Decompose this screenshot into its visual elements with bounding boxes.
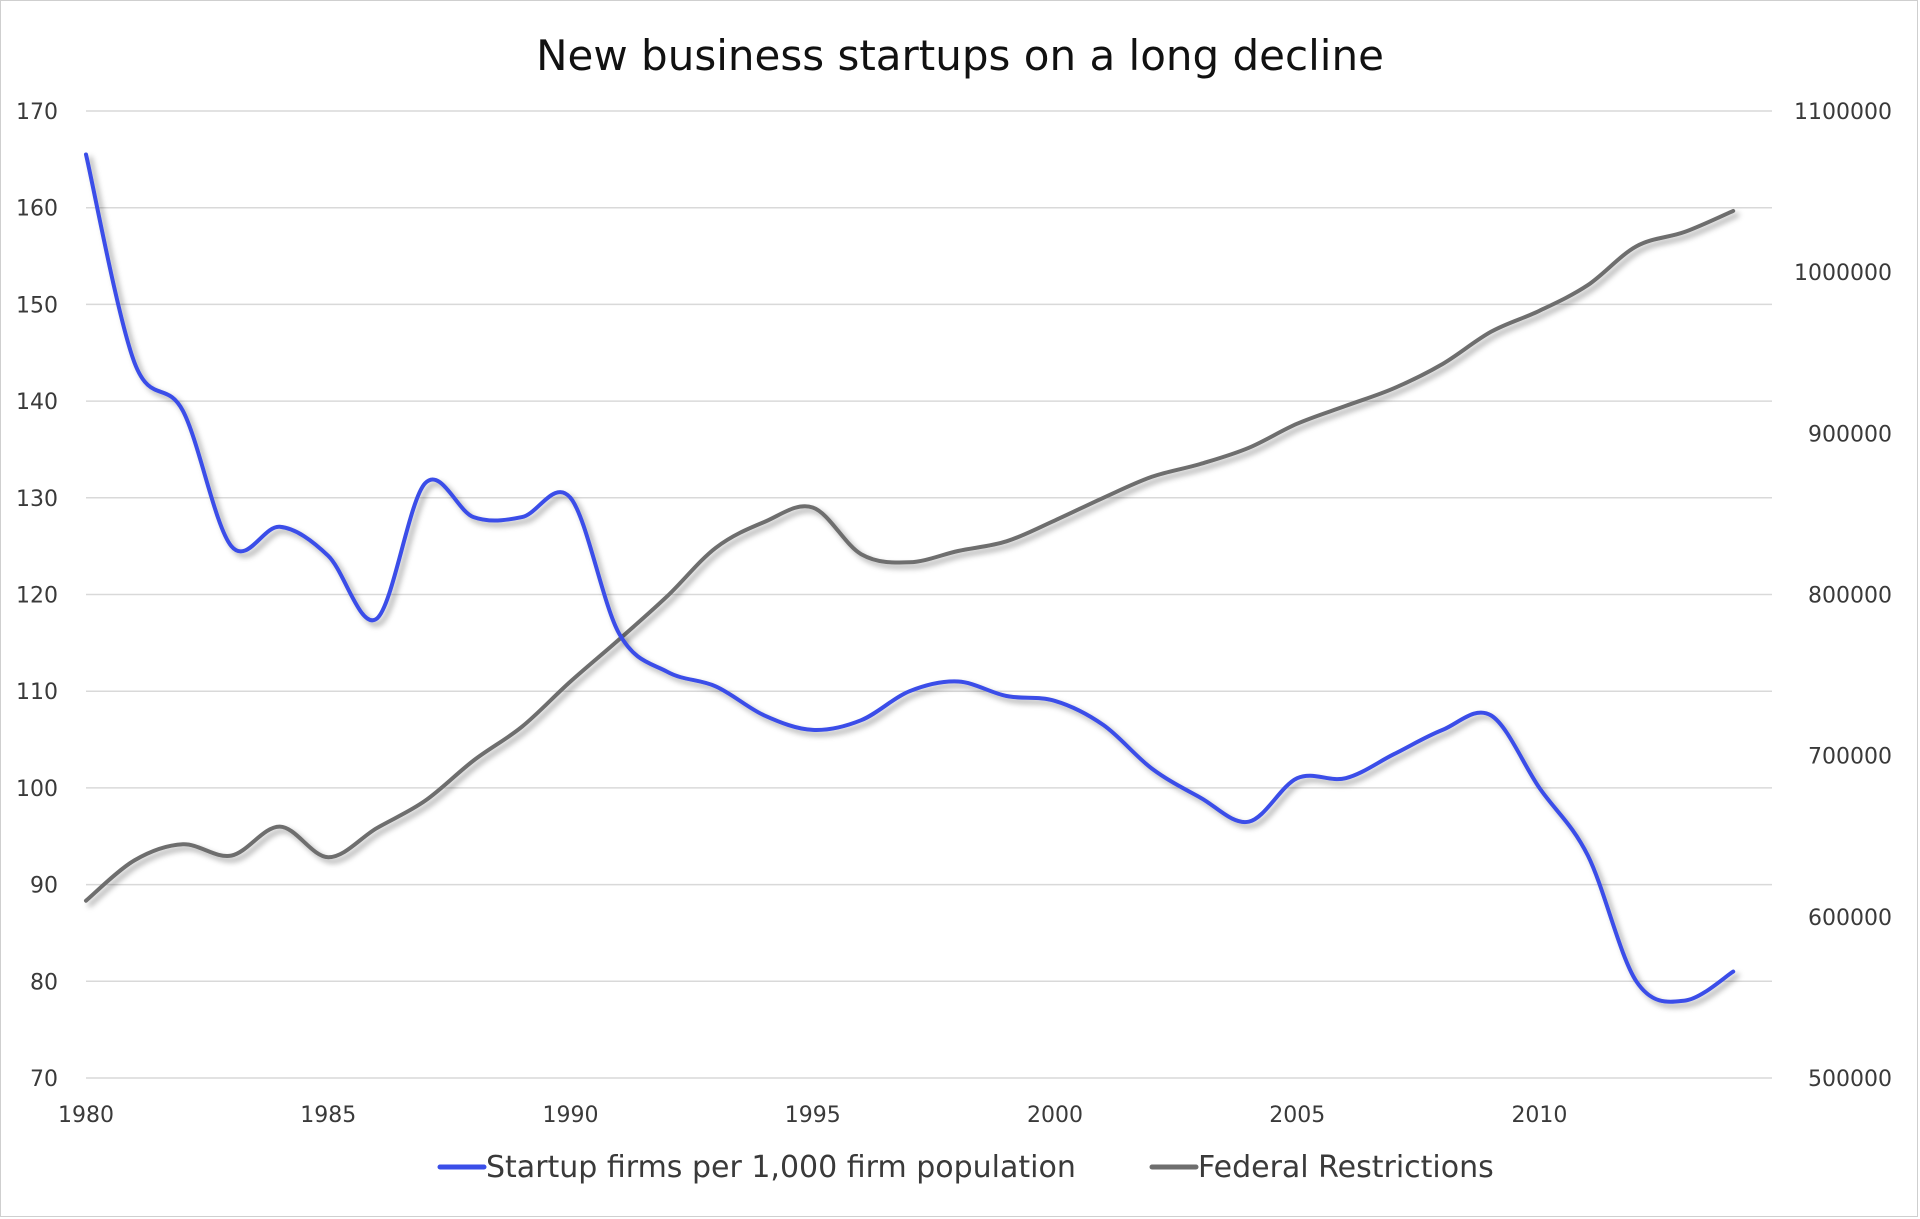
startup-firms-line — [84, 152, 1736, 1004]
left-tick-label: 150 — [16, 293, 58, 318]
right-tick-label: 1100000 — [1794, 100, 1892, 125]
x-tick-label: 2005 — [1269, 1103, 1325, 1128]
legend-label: Startup firms per 1,000 firm population — [486, 1150, 1076, 1185]
x-tick-label: 1985 — [300, 1103, 356, 1128]
right-tick-label: 600000 — [1808, 906, 1892, 931]
left-tick-label: 160 — [16, 197, 58, 222]
right-tick-label: 900000 — [1808, 422, 1892, 447]
x-tick-label: 2010 — [1511, 1103, 1567, 1128]
right-tick-label: 1000000 — [1794, 261, 1892, 286]
left-tick-label: 90 — [30, 874, 58, 899]
gridlines — [86, 110, 1772, 1079]
legend-item: Startup firms per 1,000 firm population — [437, 1150, 1076, 1185]
left-tick-label: 80 — [30, 970, 58, 995]
x-tick-label: 2000 — [1027, 1103, 1083, 1128]
right-tick-label: 700000 — [1808, 745, 1892, 770]
federal-restrictions-line — [84, 208, 1736, 903]
left-tick-label: 120 — [16, 584, 58, 609]
left-tick-label: 130 — [16, 487, 58, 512]
right-axis-ticks: 500000 600000 700000 800000 900000 1000000 110… — [1794, 100, 1892, 1092]
legend: Startup firms per 1,000 firm population F… — [437, 1150, 1494, 1185]
right-tick-label: 500000 — [1808, 1067, 1892, 1092]
x-axis-ticks: 1980 1985 1990 1995 2000 2005 2010 — [58, 1103, 1567, 1128]
legend-label: Federal Restrictions — [1198, 1150, 1494, 1185]
left-tick-label: 110 — [16, 680, 58, 705]
x-tick-label: 1990 — [542, 1103, 598, 1128]
series-lines — [84, 152, 1736, 1004]
left-tick-label: 70 — [30, 1067, 58, 1092]
right-tick-label: 800000 — [1808, 584, 1892, 609]
legend-item: Federal Restrictions — [1149, 1150, 1494, 1185]
left-tick-label: 100 — [16, 777, 58, 802]
x-tick-label: 1995 — [785, 1103, 841, 1128]
x-tick-label: 1980 — [58, 1103, 114, 1128]
left-tick-label: 140 — [16, 390, 58, 415]
chart-title: New business startups on a long decline — [536, 31, 1384, 80]
left-tick-label: 170 — [16, 100, 58, 125]
left-axis-ticks: 70 80 90 100 110 120 130 140 150 160 170 — [16, 100, 58, 1092]
